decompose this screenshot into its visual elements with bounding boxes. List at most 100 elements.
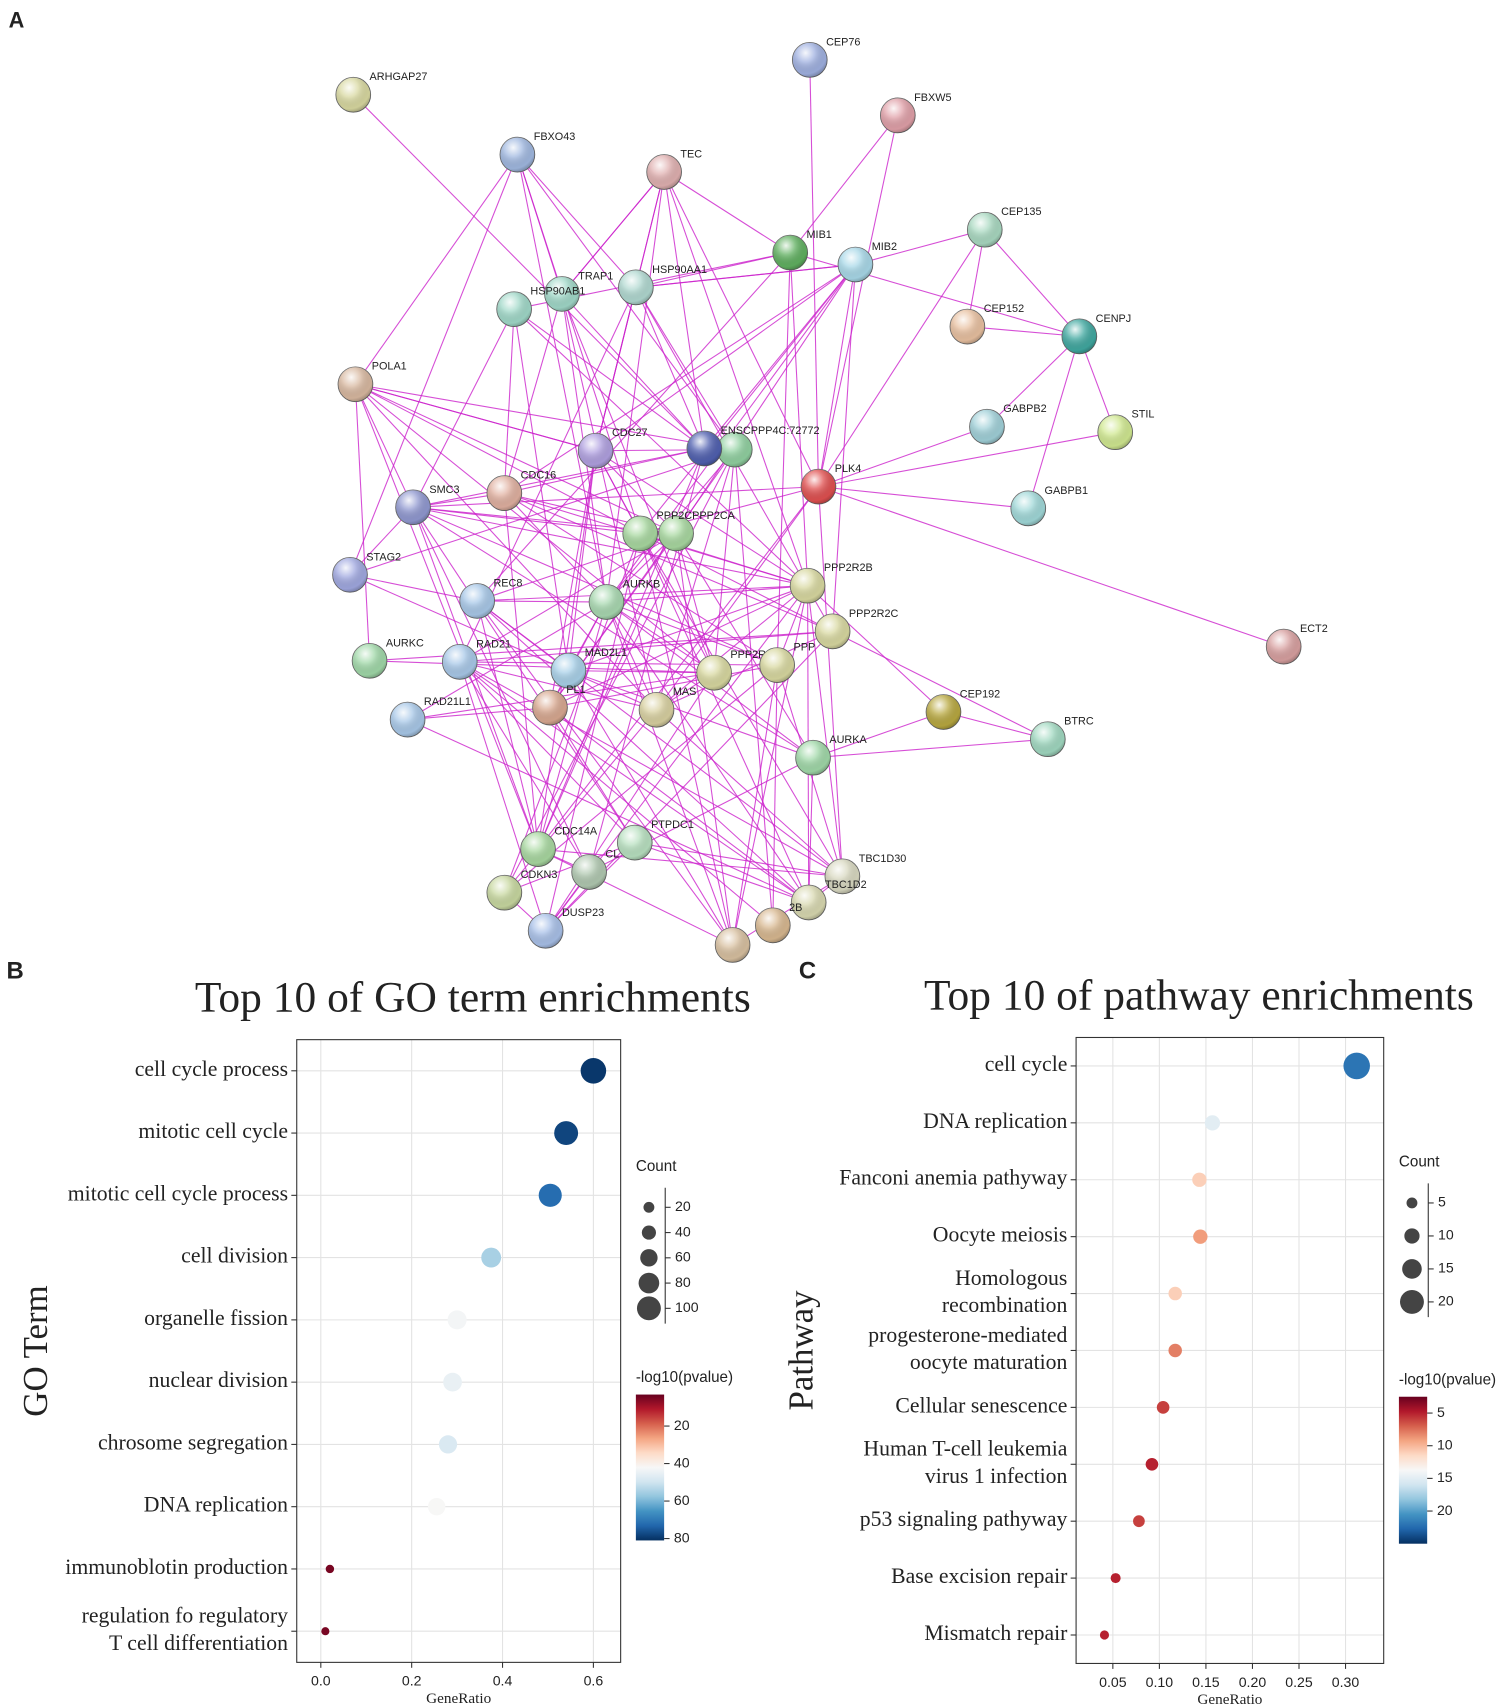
colorbar-label: 15: [1437, 1469, 1453, 1485]
edge: [789, 252, 809, 586]
x-tick-label: 0.6: [584, 1673, 604, 1689]
node-label: CL: [605, 848, 619, 860]
edge: [813, 738, 1048, 759]
node-shine: [528, 913, 564, 949]
size-legend-dot: [636, 1296, 661, 1321]
edge: [355, 383, 677, 534]
size-legend-dot: [638, 1272, 660, 1294]
node-label: PPP: [793, 642, 815, 654]
y-axis-label: Pathway: [781, 1290, 820, 1411]
node-label: MIB2: [872, 241, 897, 253]
size-legend-label: 20: [675, 1198, 691, 1214]
edge: [459, 661, 547, 931]
node-label: CDC27: [612, 427, 648, 439]
edge: [476, 600, 843, 877]
edge: [537, 450, 597, 850]
x-tick-label: 0.2: [402, 1673, 422, 1689]
dot: [1110, 1573, 1121, 1584]
edge: [675, 264, 856, 534]
node-label: HSP90AB1: [530, 286, 585, 298]
node-label: TEC: [680, 148, 702, 160]
edge: [503, 309, 515, 494]
size-legend-label: 15: [1438, 1260, 1454, 1276]
node-shine: [589, 584, 624, 620]
edge: [818, 486, 1284, 648]
panel-label: B: [7, 957, 24, 984]
size-legend-dot: [643, 1201, 655, 1213]
node-shine: [969, 409, 1005, 445]
dot: [1133, 1515, 1145, 1528]
edge: [639, 533, 810, 903]
node-shine: [772, 235, 808, 270]
colorbar-title: -log10(pvalue): [636, 1369, 733, 1386]
colorbar-label: 10: [1437, 1436, 1453, 1452]
edge: [476, 600, 810, 903]
edge: [537, 848, 843, 877]
node-label: SMC3: [429, 484, 459, 496]
dot: [1193, 1229, 1208, 1244]
node-shine: [755, 907, 791, 943]
edge: [663, 171, 705, 449]
edge: [817, 486, 843, 877]
size-legend-dot: [1402, 1259, 1422, 1279]
edge: [503, 449, 736, 893]
edge: [503, 493, 539, 850]
colorbar-title: -log10(pvalue): [1399, 1371, 1496, 1388]
edge: [513, 308, 808, 587]
y-tick-label: immunoblotin production: [65, 1555, 288, 1579]
node-shine: [1061, 318, 1097, 354]
node-label: PLK4: [835, 463, 862, 475]
edge: [967, 326, 1080, 337]
dot: [325, 1564, 335, 1574]
dot: [321, 1627, 330, 1636]
node-label: ARHGAP27: [370, 71, 428, 83]
edge: [412, 506, 641, 534]
edge: [354, 384, 371, 661]
size-legend-label: 100: [675, 1299, 699, 1315]
edge: [412, 507, 590, 873]
edge: [606, 601, 778, 666]
y-tick-label: DNA replication: [144, 1493, 288, 1517]
edge: [459, 661, 636, 843]
edge: [459, 661, 810, 903]
edge: [549, 585, 808, 709]
edge: [606, 601, 658, 711]
edge: [537, 486, 819, 850]
dot: [1168, 1343, 1182, 1358]
y-tick-label: regulation fo regulatory T cell different…: [82, 1604, 289, 1655]
y-tick-label: mitotic cell cycle process: [68, 1181, 288, 1205]
node-label: GABPB2: [1003, 403, 1046, 415]
node-shine: [790, 568, 825, 604]
node-shine: [395, 489, 431, 525]
edge: [818, 431, 1116, 488]
edge: [675, 533, 734, 946]
edge: [503, 293, 563, 494]
dot: [1168, 1286, 1182, 1301]
node-shine: [792, 42, 828, 78]
edge: [789, 115, 899, 253]
edge: [807, 585, 944, 713]
edge: [412, 506, 814, 759]
x-tick-label: 0.15: [1192, 1674, 1220, 1690]
edge: [606, 601, 734, 946]
y-tick-label: Homologous recombination: [942, 1266, 1068, 1317]
chart-title: Top 10 of GO term enrichments: [195, 974, 751, 1022]
node-label: PTPDC1: [651, 819, 694, 831]
node-label: HSP90AA1: [652, 264, 707, 276]
node-shine: [1010, 490, 1046, 526]
node-label: TBC1D2: [825, 879, 867, 891]
edge: [504, 447, 705, 494]
dot: [1156, 1401, 1170, 1414]
x-axis-label: GeneRatio: [426, 1690, 491, 1707]
size-legend-label: 80: [675, 1274, 691, 1290]
node-shine: [801, 469, 836, 505]
node-shine: [442, 644, 478, 680]
node-label: STIL: [1132, 409, 1155, 421]
node-label: PPP2CPPP2CA: [657, 510, 736, 522]
edge: [477, 600, 607, 603]
node-shine: [617, 825, 653, 861]
edge: [476, 600, 539, 850]
y-tick-label: Human T-cell leukemia virus 1 infection: [863, 1437, 1067, 1488]
edge: [349, 574, 657, 711]
node-label: RAD21L1: [424, 696, 471, 708]
